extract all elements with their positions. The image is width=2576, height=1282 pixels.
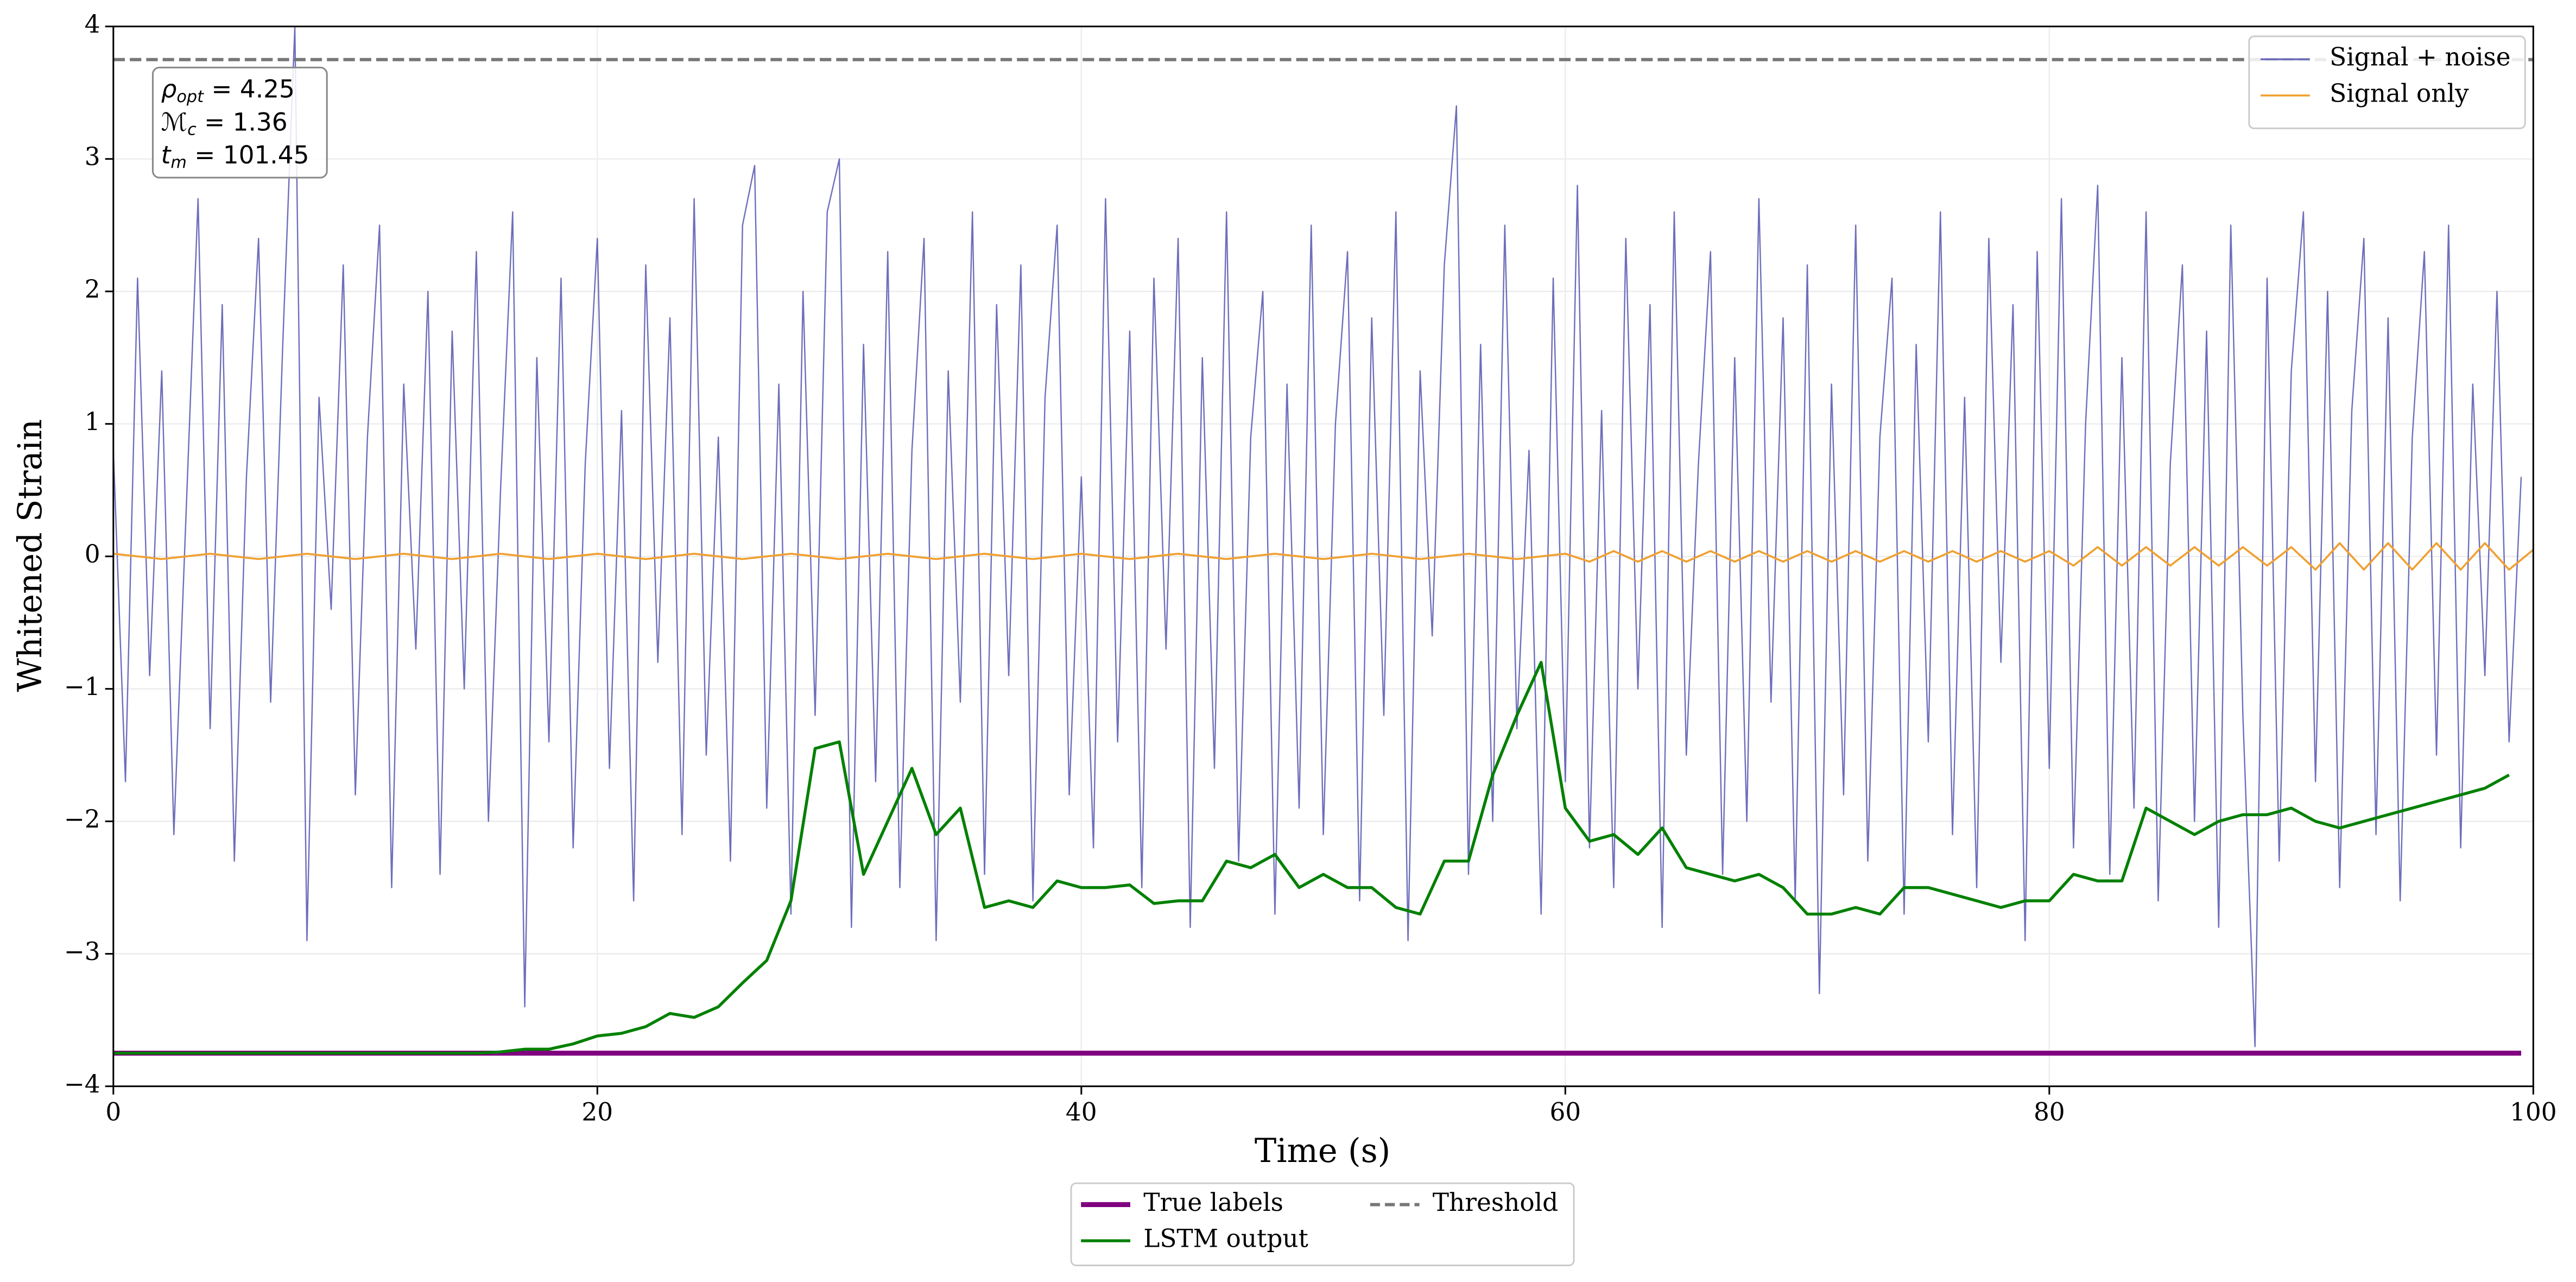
y-tick-label: 4 xyxy=(85,10,100,39)
axes-layer: 0 20 40 60 80 100 −4 −3 −2 −1 0 1 2 3 4 xyxy=(64,10,2557,1126)
annotation-box xyxy=(151,66,328,179)
y-tick-label: 0 xyxy=(85,540,100,569)
series-line xyxy=(112,26,2522,1047)
x-tick-label: 100 xyxy=(2510,1098,2557,1127)
annotation-line: tm = 101.45 xyxy=(161,140,309,172)
annotation-text: = 4.25 xyxy=(204,74,295,103)
y-tick-label: 3 xyxy=(85,142,100,171)
annotation-line: ρopt = 4.25 xyxy=(161,74,295,106)
legend-label: LSTM output xyxy=(1143,1224,1308,1253)
x-tick-label: 0 xyxy=(105,1098,121,1127)
annotation-text: = 101.45 xyxy=(187,140,309,169)
x-tick-label: 40 xyxy=(1066,1098,1097,1127)
y-tick-label: −2 xyxy=(64,805,100,833)
legend-layer: Signal + noise Signal only True labels LSTM… xyxy=(1070,35,2526,1266)
series-line xyxy=(113,661,2510,1055)
legend-label: True labels xyxy=(1143,1188,1283,1217)
series-line xyxy=(113,542,2534,571)
annotation-text: = 1.36 xyxy=(197,108,288,136)
annotation-var: ρ xyxy=(161,74,177,103)
legend-box xyxy=(2248,35,2526,129)
legend-box xyxy=(1070,1182,1575,1266)
y-axis-label: Whitened Strain xyxy=(11,419,49,692)
x-axis-label: Time (s) xyxy=(1255,1132,1390,1170)
y-tick-label: 2 xyxy=(85,275,100,304)
plot-layer xyxy=(112,26,2534,1056)
y-tick-label: −1 xyxy=(64,672,100,701)
annotation-line: ℳc = 1.36 xyxy=(161,108,288,139)
annotation-var: ℳ xyxy=(161,108,188,136)
annotation-sub: m xyxy=(170,153,186,172)
annotation-sub: opt xyxy=(176,87,204,106)
y-tick-label: −4 xyxy=(64,1070,100,1098)
x-tick-label: 80 xyxy=(2034,1098,2065,1127)
x-tick-label: 60 xyxy=(1549,1098,1581,1127)
legend-label: Threshold xyxy=(1433,1188,1558,1217)
annotation-sub: c xyxy=(187,120,197,139)
legend-label: Signal only xyxy=(2330,79,2469,108)
y-tick-label: −3 xyxy=(64,937,100,966)
annotation-var: t xyxy=(161,140,172,169)
y-tick-label: 1 xyxy=(85,407,100,436)
legend-label: Signal + noise xyxy=(2330,43,2511,72)
x-tick-label: 20 xyxy=(581,1098,613,1127)
